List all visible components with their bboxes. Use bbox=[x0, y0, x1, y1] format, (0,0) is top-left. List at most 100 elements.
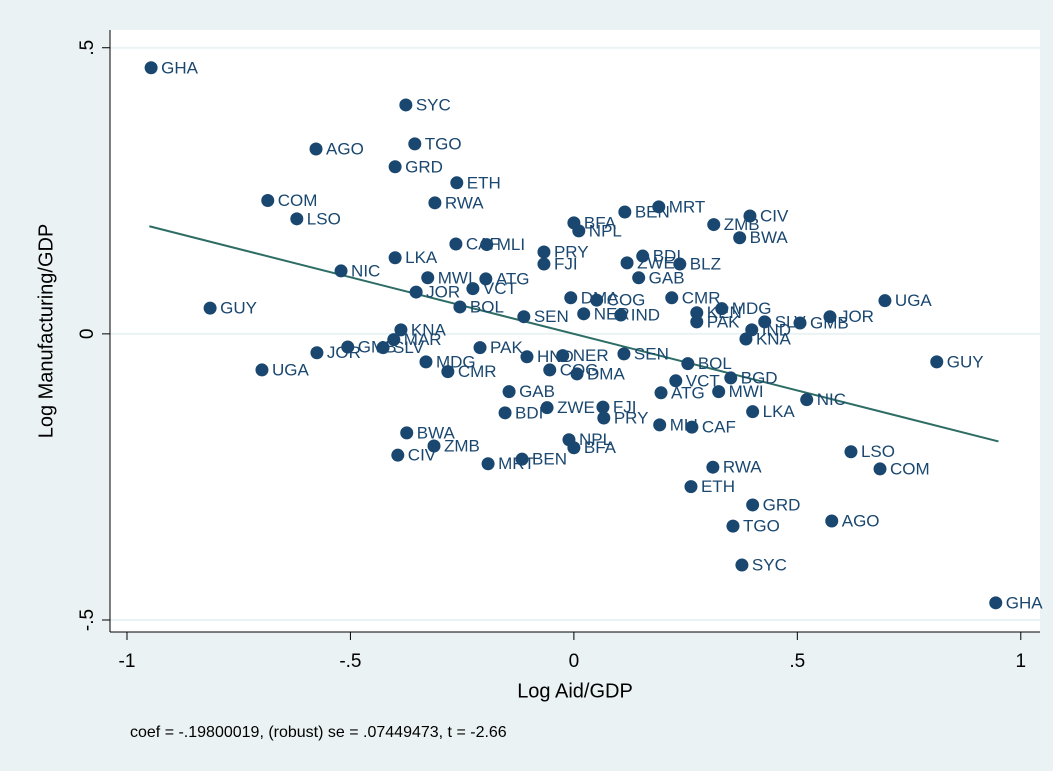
point bbox=[567, 441, 581, 455]
point-label: MAR bbox=[404, 330, 442, 349]
point bbox=[800, 393, 814, 407]
point bbox=[255, 363, 269, 377]
point-label: CIV bbox=[408, 446, 437, 465]
point-label: PRY bbox=[614, 408, 649, 427]
point-label: SYC bbox=[416, 95, 451, 114]
point bbox=[540, 401, 554, 415]
point-label: RWA bbox=[723, 458, 762, 477]
point bbox=[421, 271, 435, 285]
point bbox=[685, 420, 699, 434]
point-label: BFA bbox=[584, 438, 617, 457]
point bbox=[673, 257, 687, 271]
point-label: BGD bbox=[741, 368, 778, 387]
point-label: GRD bbox=[763, 495, 801, 514]
point bbox=[735, 558, 749, 572]
point-label: CIV bbox=[760, 206, 789, 225]
point bbox=[310, 346, 324, 360]
point bbox=[690, 306, 704, 320]
point bbox=[376, 341, 390, 355]
point-label: GUY bbox=[947, 352, 984, 371]
point-label: JOR bbox=[327, 343, 361, 362]
point-label: ZMB bbox=[724, 215, 760, 234]
point-label: BOL bbox=[698, 354, 732, 373]
point bbox=[564, 291, 578, 305]
fit-line bbox=[149, 225, 999, 443]
point-label: GAB bbox=[649, 268, 685, 287]
point-label: DMA bbox=[587, 364, 625, 383]
point bbox=[428, 196, 442, 210]
point-label: VCT bbox=[483, 279, 517, 298]
point bbox=[618, 205, 632, 219]
point-label: BWA bbox=[417, 423, 456, 442]
point-label: COM bbox=[278, 191, 318, 210]
x-tick-label: -1 bbox=[119, 651, 136, 672]
point bbox=[309, 142, 323, 156]
point bbox=[724, 371, 738, 385]
point-label: VCT bbox=[686, 371, 720, 390]
point bbox=[498, 406, 512, 420]
point-label: GHA bbox=[161, 58, 199, 77]
point-label: GHA bbox=[1006, 593, 1044, 612]
point bbox=[394, 323, 408, 337]
point bbox=[453, 300, 467, 314]
point bbox=[726, 519, 740, 533]
point-label: COM bbox=[890, 459, 930, 478]
point-label: COG bbox=[607, 291, 646, 310]
point-label: FJI bbox=[554, 255, 578, 274]
point-label: CMR bbox=[682, 288, 721, 307]
point bbox=[620, 256, 634, 270]
point-label: LKA bbox=[763, 402, 796, 421]
point-label: GMB bbox=[358, 338, 397, 357]
point-label: BDI bbox=[653, 247, 681, 266]
point-label: PAK bbox=[707, 312, 740, 331]
point bbox=[473, 341, 487, 355]
point-label: KNA bbox=[411, 320, 447, 339]
point bbox=[441, 365, 455, 379]
x-tick-label: 0 bbox=[569, 651, 580, 672]
point bbox=[480, 238, 494, 252]
point bbox=[669, 374, 683, 388]
point-label: MRT bbox=[669, 197, 706, 216]
point bbox=[334, 264, 348, 278]
x-tick-label: .5 bbox=[789, 651, 805, 672]
point bbox=[758, 315, 772, 329]
point bbox=[479, 272, 493, 286]
point bbox=[466, 282, 480, 296]
point-label: NER bbox=[573, 346, 609, 365]
point bbox=[596, 400, 610, 414]
point bbox=[793, 316, 807, 330]
point-label: RWA bbox=[445, 193, 484, 212]
point bbox=[873, 462, 887, 476]
point bbox=[409, 285, 423, 299]
point bbox=[684, 480, 698, 494]
point-label: ETH bbox=[701, 477, 735, 496]
point-label: LKA bbox=[405, 248, 438, 267]
point-label: MWI bbox=[729, 382, 764, 401]
point bbox=[400, 426, 414, 440]
x-axis-title: Log Aid/GDP bbox=[517, 680, 633, 702]
point bbox=[707, 218, 721, 232]
point-label: MLI bbox=[497, 235, 525, 254]
point bbox=[614, 308, 628, 322]
point bbox=[706, 460, 720, 474]
point-label: JOR bbox=[426, 283, 460, 302]
point-label: NPL bbox=[589, 221, 622, 240]
point bbox=[636, 249, 650, 263]
point bbox=[590, 293, 604, 307]
point bbox=[203, 301, 217, 315]
point-label: CMR bbox=[458, 362, 497, 381]
point bbox=[690, 315, 704, 329]
note: coef = -.19800019, (robust) se = .074494… bbox=[130, 724, 507, 741]
point bbox=[391, 448, 405, 462]
point bbox=[537, 245, 551, 259]
point-label: BOL bbox=[470, 297, 504, 316]
point-label: ETH bbox=[467, 173, 501, 192]
plot-area bbox=[110, 30, 1040, 632]
point bbox=[617, 347, 631, 361]
point-label: IND bbox=[762, 320, 791, 339]
point-label: PAK bbox=[490, 338, 523, 357]
point-label: ATG bbox=[671, 383, 705, 402]
x-tick-label: -.5 bbox=[339, 651, 361, 672]
point bbox=[570, 367, 584, 381]
point bbox=[427, 439, 441, 453]
